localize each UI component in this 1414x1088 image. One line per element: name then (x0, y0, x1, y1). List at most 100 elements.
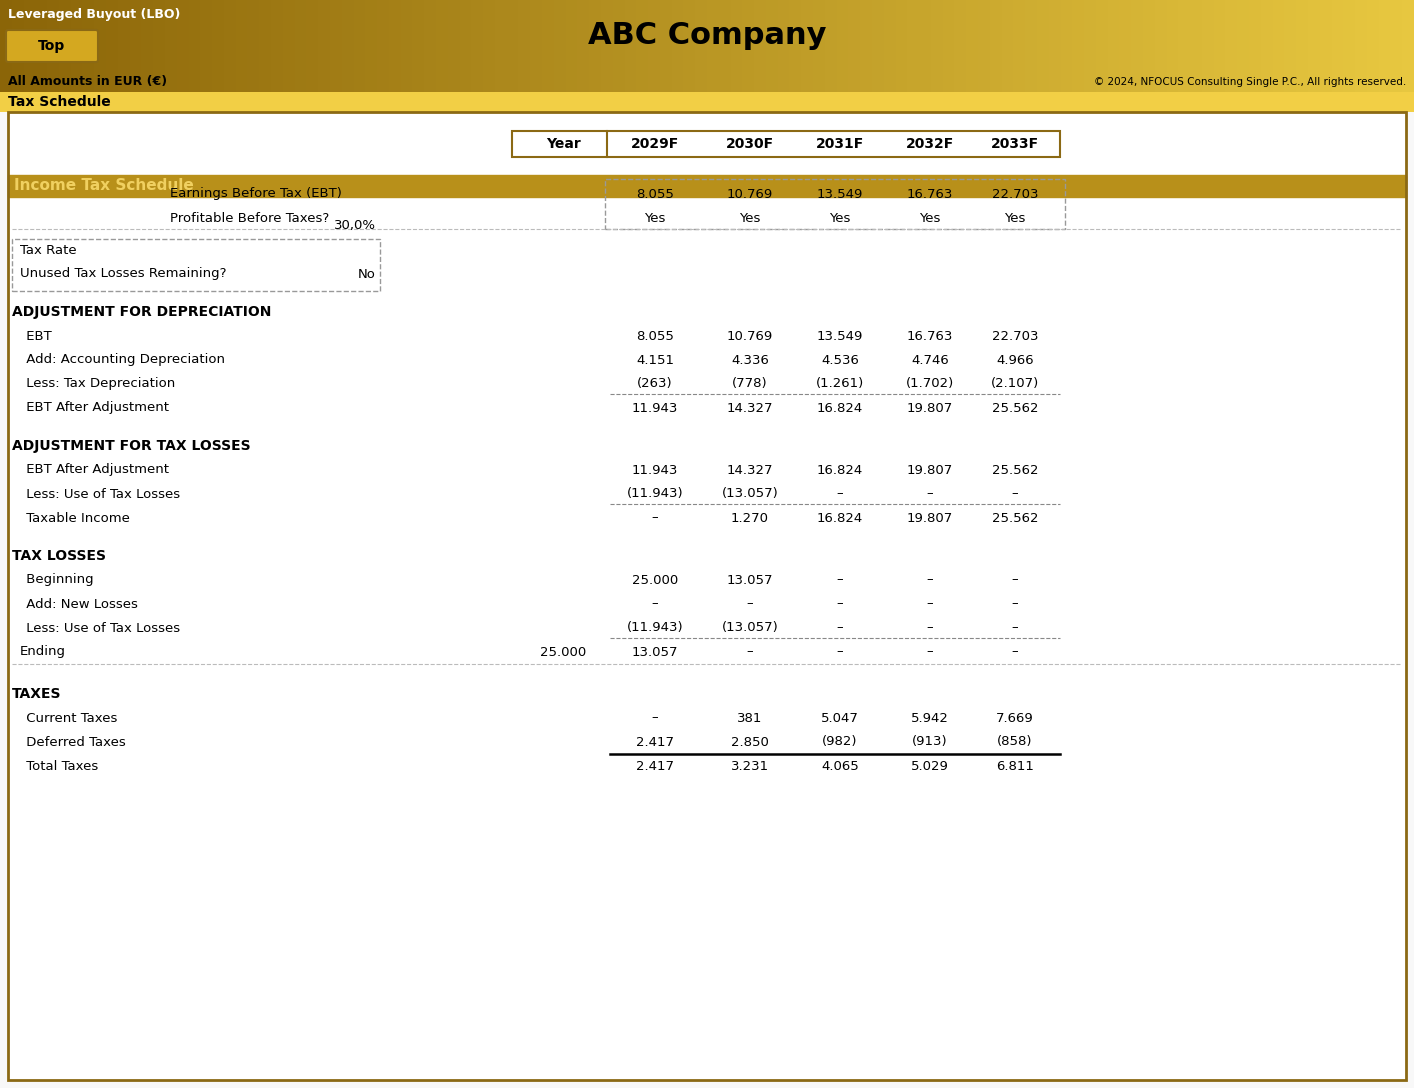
Text: (913): (913) (912, 735, 947, 749)
Bar (530, 72, 543, 92)
Bar (837, 0, 850, 72)
Bar (223, 0, 236, 72)
Text: (11.943): (11.943) (626, 621, 683, 634)
Bar (590, 0, 602, 72)
Bar (707, 72, 720, 92)
Bar (329, 0, 342, 72)
Bar (512, 131, 1060, 157)
Text: (778): (778) (732, 378, 768, 391)
Text: 4.151: 4.151 (636, 354, 674, 367)
Bar (978, 72, 991, 92)
Bar (1049, 72, 1062, 92)
Bar (223, 72, 236, 92)
Bar (554, 0, 567, 72)
Bar (1107, 0, 1120, 72)
Text: Unused Tax Losses Remaining?: Unused Tax Losses Remaining? (20, 268, 226, 281)
Bar (943, 0, 956, 72)
Bar (908, 72, 921, 92)
Bar (1131, 0, 1144, 72)
Bar (718, 72, 731, 92)
Text: Yes: Yes (919, 211, 940, 224)
Bar (824, 0, 837, 72)
Text: 2.850: 2.850 (731, 735, 769, 749)
Bar (1390, 0, 1403, 72)
Bar (813, 72, 826, 92)
Bar (919, 0, 932, 72)
Bar (177, 72, 189, 92)
Bar (577, 72, 590, 92)
Bar (141, 0, 154, 72)
Bar (35, 0, 48, 72)
Bar (59, 72, 72, 92)
Bar (24, 0, 37, 72)
Bar (683, 0, 696, 72)
Bar (130, 0, 143, 72)
Bar (389, 72, 402, 92)
FancyBboxPatch shape (6, 30, 98, 62)
Bar (625, 0, 638, 72)
Bar (766, 0, 779, 72)
Text: (13.057): (13.057) (721, 621, 778, 634)
Bar (1014, 72, 1027, 92)
Bar (895, 72, 908, 92)
Bar (577, 0, 590, 72)
Bar (1273, 72, 1285, 92)
Bar (1025, 0, 1038, 72)
Bar (1308, 72, 1321, 92)
Bar (754, 72, 766, 92)
Bar (1367, 0, 1380, 72)
Bar (990, 0, 1003, 72)
Bar (860, 72, 872, 92)
Bar (542, 0, 554, 72)
Bar (778, 72, 790, 92)
Bar (919, 72, 932, 92)
Bar (165, 72, 178, 92)
Text: Less: Tax Depreciation: Less: Tax Depreciation (23, 378, 175, 391)
Bar (318, 0, 331, 72)
Bar (82, 0, 95, 72)
Bar (1060, 72, 1073, 92)
Text: –: – (1011, 487, 1018, 500)
Bar (601, 0, 614, 72)
Bar (1167, 0, 1179, 72)
Bar (636, 72, 649, 92)
Text: Less: Use of Tax Losses: Less: Use of Tax Losses (23, 487, 180, 500)
Bar (448, 72, 461, 92)
Bar (283, 0, 296, 72)
Bar (1355, 72, 1367, 92)
Text: 14.327: 14.327 (727, 463, 773, 477)
Bar (1390, 72, 1403, 92)
Bar (413, 72, 426, 92)
Text: –: – (747, 645, 754, 658)
Bar (660, 72, 673, 92)
Bar (1403, 0, 1414, 72)
Text: Deferred Taxes: Deferred Taxes (23, 735, 126, 749)
Bar (612, 0, 625, 72)
Bar (1226, 0, 1239, 72)
Bar (378, 72, 390, 92)
Text: 22.703: 22.703 (991, 330, 1038, 343)
Bar (1096, 72, 1109, 92)
Bar (413, 0, 426, 72)
Text: 6.811: 6.811 (995, 759, 1034, 772)
Bar (978, 0, 991, 72)
Text: 16.824: 16.824 (817, 401, 863, 415)
Bar (365, 0, 378, 72)
Bar (484, 0, 496, 72)
Text: Total Taxes: Total Taxes (23, 759, 98, 772)
Text: Yes: Yes (740, 211, 761, 224)
Bar (837, 72, 850, 92)
Bar (329, 72, 342, 92)
Bar (648, 72, 660, 92)
Bar (1178, 0, 1191, 72)
Bar (365, 72, 378, 92)
Bar (660, 0, 673, 72)
Bar (696, 72, 708, 92)
Bar (848, 0, 861, 72)
Bar (378, 0, 390, 72)
Text: 25.562: 25.562 (991, 401, 1038, 415)
Text: ADJUSTMENT FOR TAX LOSSES: ADJUSTMENT FOR TAX LOSSES (11, 438, 250, 453)
Text: Add: Accounting Depreciation: Add: Accounting Depreciation (23, 354, 225, 367)
Text: Taxable Income: Taxable Income (23, 511, 130, 524)
Bar (1379, 72, 1391, 92)
